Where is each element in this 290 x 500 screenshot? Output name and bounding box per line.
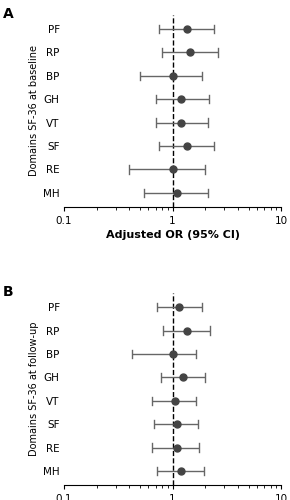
Text: A: A (3, 8, 14, 22)
X-axis label: Adjusted OR (95% CI): Adjusted OR (95% CI) (106, 230, 240, 240)
Y-axis label: Domains SF-36 at follow-up: Domains SF-36 at follow-up (29, 322, 39, 456)
Text: B: B (3, 286, 14, 300)
Y-axis label: Domains SF-36 at baseline: Domains SF-36 at baseline (29, 46, 39, 176)
